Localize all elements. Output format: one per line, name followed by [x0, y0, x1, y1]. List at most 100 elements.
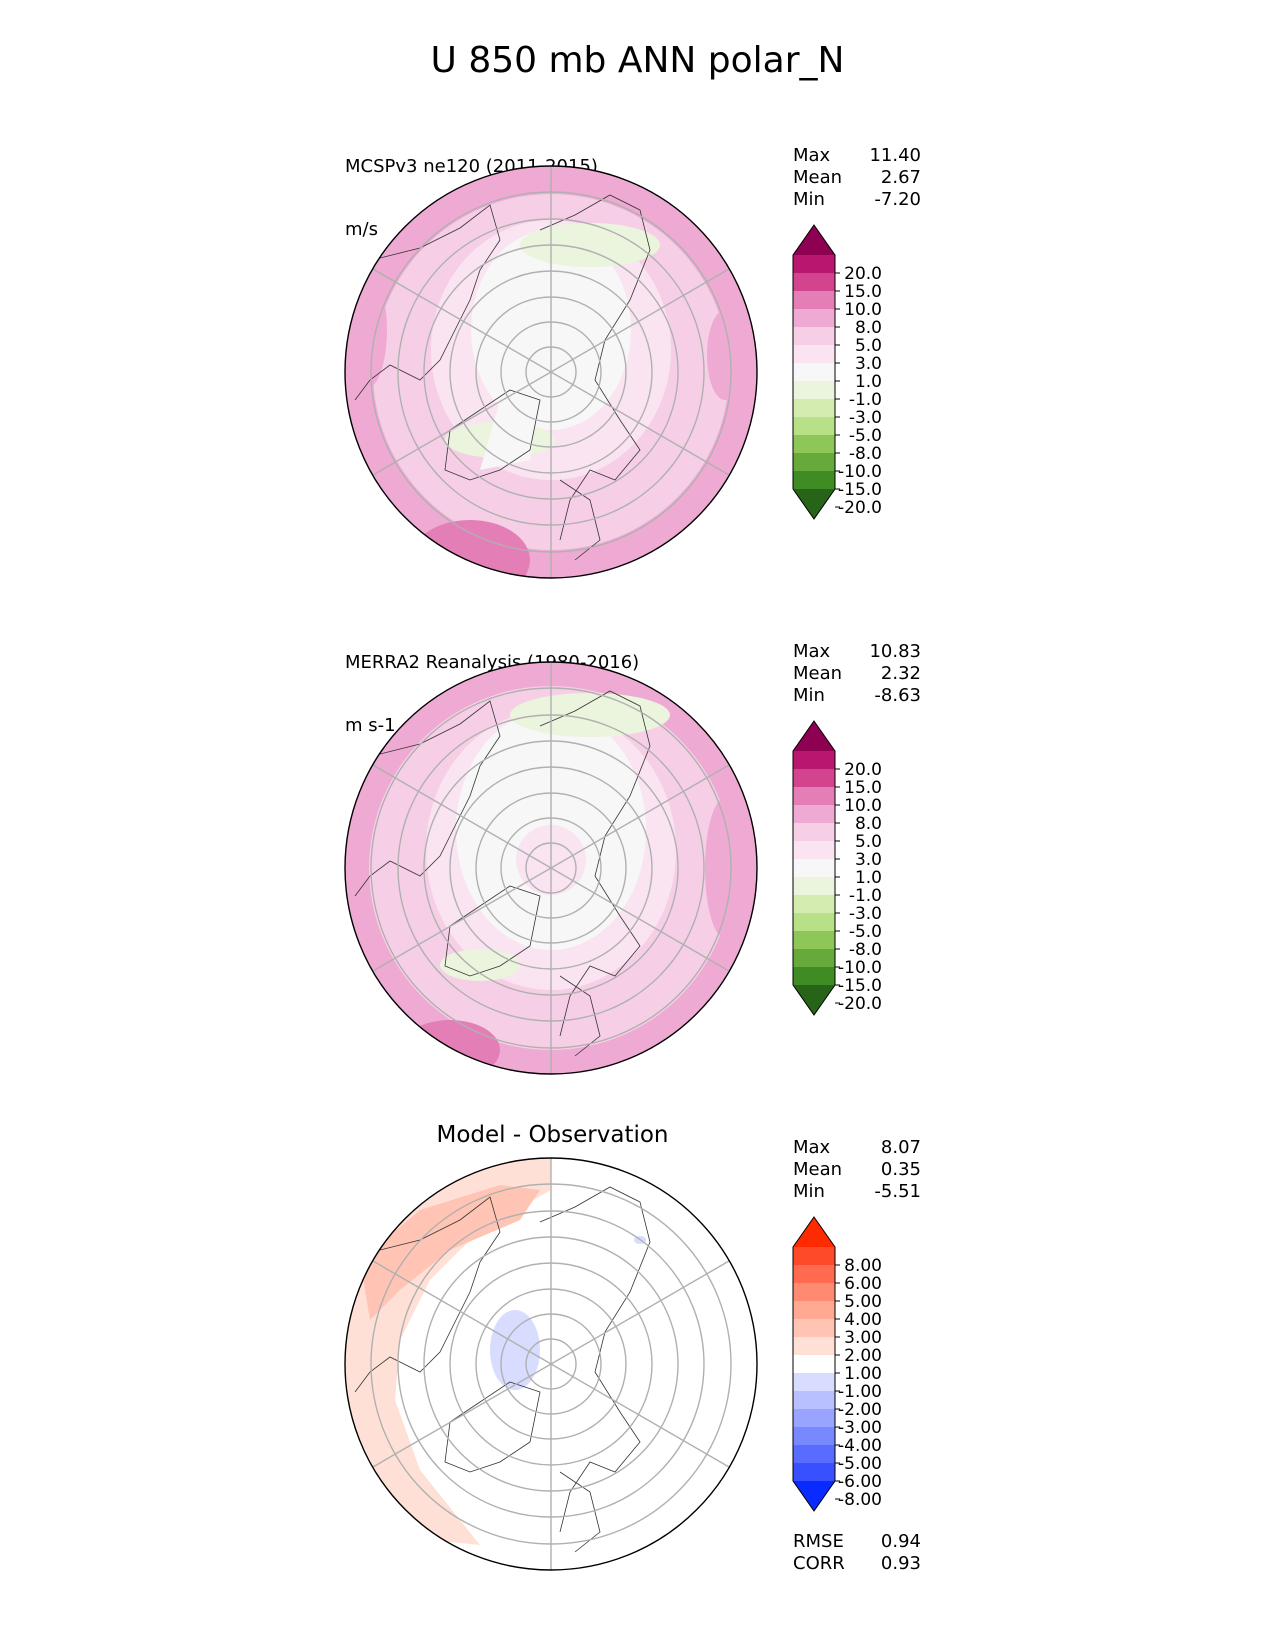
- colorbar-tick-label: -20.0: [838, 498, 882, 518]
- colorbar-tick-label: -10.0: [838, 462, 882, 482]
- map-3-graticule: [370, 1158, 732, 1570]
- colorbar-segment: [793, 967, 835, 986]
- colorbar-segment: [793, 877, 835, 896]
- stat-row: Mean 0.35: [793, 1159, 921, 1180]
- colorbar-segment: [793, 895, 835, 914]
- stat-row: Mean 2.32: [793, 663, 921, 684]
- colorbar-segment: [793, 787, 835, 806]
- stat-row: Min -8.63: [793, 685, 921, 706]
- colorbar-segment: [793, 471, 835, 490]
- colorbar-segment: [793, 1409, 835, 1428]
- colorbar-segment: [793, 435, 835, 454]
- colorbar-tick-label: 2.00: [844, 1346, 882, 1366]
- colorbar-segment: [793, 751, 835, 770]
- colorbar-segment: [793, 1391, 835, 1410]
- colorbar-segment: [793, 859, 835, 878]
- colorbar-segment: [793, 417, 835, 436]
- colorbar-extend-top: [793, 1217, 835, 1247]
- map-3-border: [344, 1157, 758, 1571]
- colorbar-tick-label: -2.00: [838, 1400, 882, 1420]
- map-2: [344, 661, 758, 1075]
- colorbar-segment: [793, 1319, 835, 1338]
- stat-row: Min -7.20: [793, 189, 921, 210]
- colorbar-segment: [793, 345, 835, 364]
- panel-3-stats: Max 8.07 Mean 0.35 Min -5.51: [793, 1137, 921, 1203]
- panel-2-title: MERRA2 Reanalysis (1980-2016) m s-1: [345, 610, 639, 757]
- colorbar-segment: [793, 1427, 835, 1446]
- colorbar-2: 20.015.010.08.05.03.01.0-1.0-3.0-5.0-8.0…: [792, 720, 882, 1016]
- colorbar-tick-label: 5.0: [855, 832, 882, 852]
- colorbar-extend-top: [793, 721, 835, 751]
- colorbar-tick-label: -20.0: [838, 994, 882, 1014]
- colorbar-segment: [793, 949, 835, 968]
- colorbar-segment: [793, 453, 835, 472]
- colorbar-tick-label: 10.0: [844, 796, 882, 816]
- colorbar-3: 8.006.005.004.003.002.001.00-1.00-2.00-3…: [792, 1216, 882, 1512]
- panel-2-ref-name: MERRA2 Reanalysis (1980-2016): [345, 652, 640, 673]
- colorbar-tick-label: 5.0: [855, 336, 882, 356]
- colorbar-segment: [793, 1247, 835, 1266]
- map-2-graticule: [370, 662, 732, 1074]
- colorbar-tick-label: 10.0: [844, 300, 882, 320]
- colorbar-segment: [793, 291, 835, 310]
- colorbar-tick-label: 1.0: [855, 868, 882, 888]
- colorbar-extend-bottom: [793, 1481, 835, 1511]
- stat-row: Max 8.07: [793, 1137, 921, 1158]
- colorbar-tick-label: -15.0: [838, 480, 882, 500]
- colorbar-segment: [793, 823, 835, 842]
- colorbar-segment: [793, 381, 835, 400]
- colorbar-tick-label: -5.00: [838, 1454, 882, 1474]
- figure-title: U 850 mb ANN polar_N: [430, 40, 845, 81]
- panel-1-stats: Max 11.40 Mean 2.67 Min -7.20: [793, 145, 921, 211]
- colorbar-tick-label: 20.0: [844, 264, 882, 284]
- colorbar-tick-label: 3.00: [844, 1328, 882, 1348]
- colorbar-tick-label: 4.00: [844, 1310, 882, 1330]
- colorbar-segment: [793, 255, 835, 274]
- stat-row: Max 11.40: [793, 145, 921, 166]
- panel-2-units: m s-1: [345, 715, 396, 736]
- panel-3-extra-stats: RMSE 0.94 CORR 0.93: [793, 1531, 921, 1575]
- colorbar-segment: [793, 769, 835, 788]
- colorbar-segment: [793, 1301, 835, 1320]
- colorbar-tick-label: -5.0: [849, 922, 882, 942]
- map-1-field: [345, 166, 757, 578]
- stat-row: Min -5.51: [793, 1181, 921, 1202]
- colorbar-outline: [792, 1216, 836, 1512]
- panel-3-title: Model - Observation: [436, 1122, 669, 1148]
- colorbar-tick-label: -8.00: [838, 1490, 882, 1510]
- stat-row: RMSE 0.94: [793, 1531, 921, 1552]
- colorbar-tick-label: -3.0: [849, 904, 882, 924]
- colorbar-extend-bottom: [793, 985, 835, 1015]
- colorbar-segment: [793, 309, 835, 328]
- colorbar-tick-label: 20.0: [844, 760, 882, 780]
- stat-row: Max 10.83: [793, 641, 921, 662]
- stat-row: Mean 2.67: [793, 167, 921, 188]
- colorbar-segment: [793, 805, 835, 824]
- colorbar-segment: [793, 273, 835, 292]
- colorbar-tick-label: 8.0: [855, 814, 882, 834]
- colorbar-segment: [793, 1463, 835, 1482]
- colorbar-tick-label: -3.0: [849, 408, 882, 428]
- colorbar-tick-label: -1.0: [849, 390, 882, 410]
- colorbar-tick-label: 8.0: [855, 318, 882, 338]
- colorbar-segment: [793, 841, 835, 860]
- colorbar-tick-label: -1.0: [849, 886, 882, 906]
- colorbar-tick-label: 1.00: [844, 1364, 882, 1384]
- colorbar-tick-label: -4.00: [838, 1436, 882, 1456]
- colorbar-tick-label: -8.0: [849, 940, 882, 960]
- colorbar-tick-label: -6.00: [838, 1472, 882, 1492]
- colorbar-segment: [793, 327, 835, 346]
- colorbar-tick-label: -8.0: [849, 444, 882, 464]
- colorbar-tick-label: -15.0: [838, 976, 882, 996]
- colorbar-segment: [793, 1283, 835, 1302]
- colorbar-1: 20.015.010.08.05.03.01.0-1.0-3.0-5.0-8.0…: [792, 224, 882, 520]
- map-1: [344, 165, 758, 579]
- stat-row: CORR 0.93: [793, 1553, 921, 1574]
- colorbar-segment: [793, 1355, 835, 1374]
- colorbar-tick-label: 1.0: [855, 372, 882, 392]
- colorbar-tick-label: -5.0: [849, 426, 882, 446]
- colorbar-tick-label: -3.00: [838, 1418, 882, 1438]
- colorbar-tick-label: -1.00: [838, 1382, 882, 1402]
- colorbar-outline: [792, 224, 836, 520]
